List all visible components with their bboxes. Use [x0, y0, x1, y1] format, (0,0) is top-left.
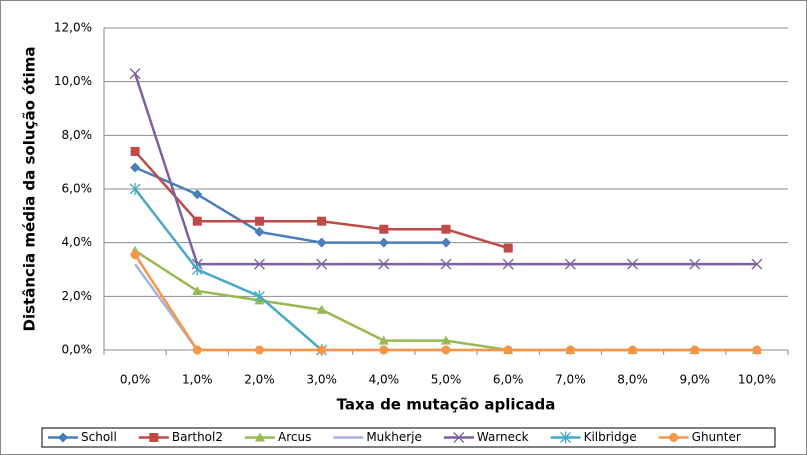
marker [453, 432, 465, 443]
x-tick-label: 10,0% [738, 373, 776, 387]
x-tick-label: 8,0% [617, 373, 648, 387]
marker [379, 345, 389, 355]
x-tick-label: 6,0% [493, 373, 524, 387]
marker [689, 258, 701, 270]
y-tick-label: 0,0% [62, 343, 93, 357]
marker [752, 345, 762, 355]
marker [129, 183, 141, 195]
marker [253, 258, 265, 270]
y-tick-label: 2,0% [62, 289, 93, 303]
marker [317, 216, 327, 226]
marker [254, 216, 264, 226]
x-tick-label: 7,0% [555, 373, 586, 387]
y-axis-title: Distância média da solução ótima [21, 47, 39, 332]
marker [565, 345, 575, 355]
y-tick-label: 6,0% [62, 182, 93, 196]
marker [316, 258, 328, 270]
marker [316, 237, 327, 248]
marker [129, 68, 141, 80]
marker [130, 162, 141, 173]
marker [149, 433, 159, 442]
x-tick-label: 0,0% [120, 373, 151, 387]
marker [441, 345, 451, 355]
x-tick-label: 9,0% [679, 373, 710, 387]
x-tick-label: 3,0% [306, 373, 337, 387]
marker [690, 345, 700, 355]
marker [316, 304, 327, 314]
legend-label: Arcus [278, 430, 311, 444]
marker [253, 290, 265, 303]
marker [441, 224, 451, 234]
marker [560, 431, 572, 444]
marker [254, 432, 265, 442]
x-axis-title: Taxa de mutação aplicada [337, 396, 556, 414]
marker [254, 345, 264, 355]
x-tick-label: 4,0% [369, 373, 400, 387]
marker [378, 237, 389, 248]
y-tick-label: 8,0% [62, 128, 93, 142]
marker [254, 226, 265, 237]
marker [503, 345, 513, 355]
marker [192, 189, 203, 200]
marker [191, 263, 203, 276]
legend-label: Barthol2 [172, 430, 223, 444]
marker [441, 335, 451, 345]
marker [503, 243, 513, 253]
marker [192, 216, 202, 226]
marker [130, 250, 140, 260]
y-tick-label: 10,0% [54, 74, 92, 88]
legend-box [41, 427, 776, 448]
marker [627, 258, 639, 270]
marker [130, 146, 140, 156]
x-tick-label: 1,0% [182, 373, 213, 387]
marker [441, 237, 451, 248]
marker [378, 258, 390, 270]
legend-label: Mukherje [366, 430, 422, 444]
series-line [134, 188, 323, 351]
marker [317, 345, 327, 355]
marker [564, 258, 576, 270]
marker [669, 433, 679, 442]
marker [502, 258, 514, 270]
marker [192, 285, 203, 295]
y-tick-label: 4,0% [62, 235, 93, 249]
x-tick-label: 2,0% [244, 373, 275, 387]
y-tick-label: 12,0% [54, 21, 92, 35]
legend-label: Ghunter [692, 430, 741, 444]
legend-label: Scholl [81, 430, 117, 444]
series-line [134, 166, 446, 244]
x-tick-label: 5,0% [431, 373, 462, 387]
marker [379, 224, 389, 234]
marker [58, 432, 68, 443]
marker [378, 335, 389, 345]
marker [192, 345, 202, 355]
legend-label: Kilbridge [584, 430, 637, 444]
marker [628, 345, 638, 355]
marker [751, 258, 763, 270]
marker [440, 258, 452, 270]
legend-label: Warneck [477, 430, 529, 444]
